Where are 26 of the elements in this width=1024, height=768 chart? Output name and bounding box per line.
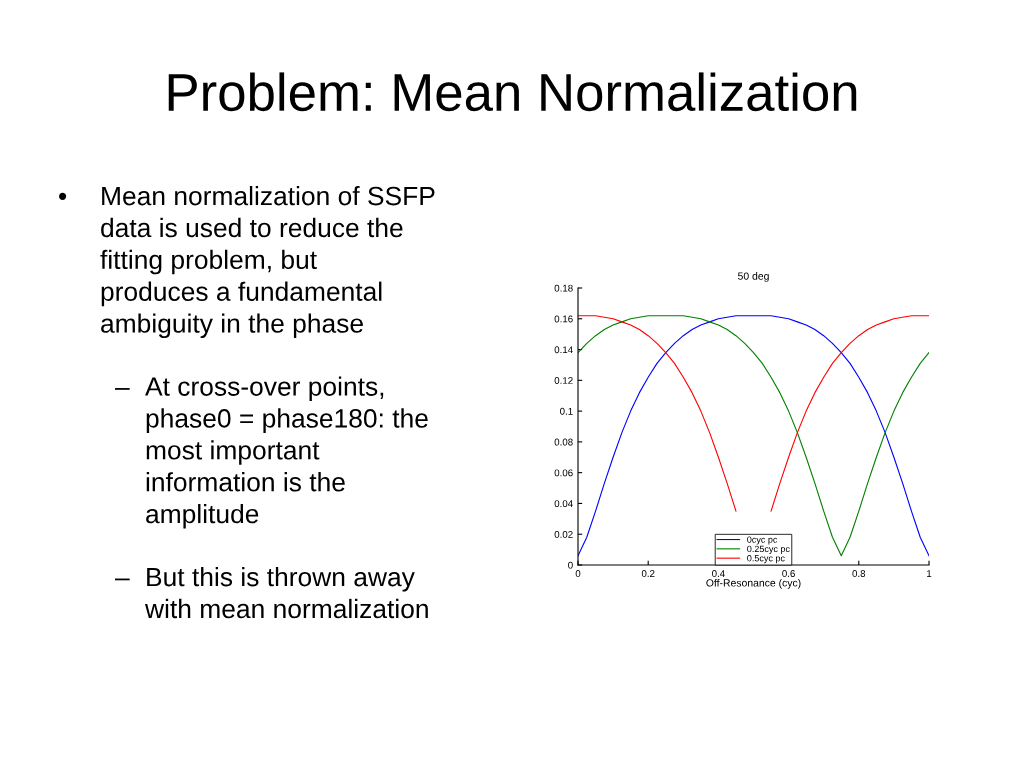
y-tick-label: 0.16 bbox=[554, 315, 573, 323]
text: – But this is thrown away with mean normalization bbox=[115, 567, 428, 619]
chart-title: 50 deg bbox=[737, 272, 769, 282]
y-tick-label: 0.02 bbox=[554, 530, 573, 538]
x-axis-title: Off-Resonance (cyc) bbox=[706, 578, 801, 589]
legend-label: 0.25cyc pc bbox=[747, 545, 790, 554]
text: – At cross-over points, phase0 = phase180: the most important information is the amplitude bbox=[115, 376, 428, 529]
y-tick-label: 0.12 bbox=[554, 377, 573, 384]
y-tick-label: 0 bbox=[568, 561, 573, 569]
y-tick-label: 0.08 bbox=[554, 438, 573, 446]
y-tick-label: 0.1 bbox=[560, 407, 573, 415]
x-tick-label: 0.8 bbox=[852, 570, 866, 577]
x-tick-label: 0.6 bbox=[782, 570, 795, 577]
legend-label: 0cyc pc bbox=[747, 536, 778, 545]
x-tick-label: 1 bbox=[927, 570, 932, 577]
text: Problem: Mean Normalization bbox=[168, 72, 857, 112]
y-tick-label: 0.06 bbox=[554, 469, 573, 477]
y-tick-label: 0.18 bbox=[554, 284, 573, 292]
y-tick-label: 0.14 bbox=[554, 346, 573, 354]
x-tick-label: 0.4 bbox=[712, 570, 725, 577]
x-tick-label: 0.2 bbox=[641, 570, 655, 577]
legend-label: 0.5cyc pc bbox=[747, 555, 785, 564]
line-series bbox=[578, 315, 929, 557]
x-tick-label: 0 bbox=[575, 570, 581, 577]
text: • Mean normalization of SSFP data is used to reduce the fitting problem, but produces a fundamental ambiguity in the phase bbox=[59, 186, 435, 339]
y-tick-label: 0.04 bbox=[554, 500, 573, 508]
